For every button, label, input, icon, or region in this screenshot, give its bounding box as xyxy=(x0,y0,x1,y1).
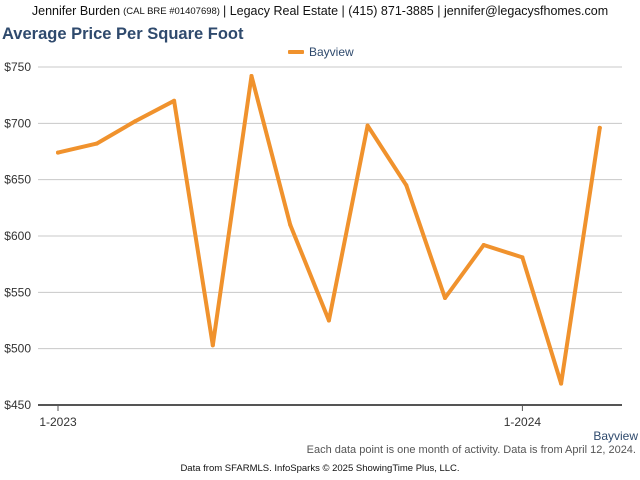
data-point xyxy=(481,243,486,248)
y-tick-label: $550 xyxy=(4,285,31,299)
data-point xyxy=(288,222,293,227)
agent-name: Jennifer Burden xyxy=(31,4,121,18)
data-point xyxy=(443,295,447,300)
data-point xyxy=(210,343,215,348)
data-point xyxy=(249,74,254,79)
agent-contact: | Legacy Real Estate | (415) 871-3885 | … xyxy=(222,4,609,18)
x-tick-label: 1-2023 xyxy=(39,415,77,429)
data-point xyxy=(326,318,331,323)
series-line-bayview xyxy=(56,74,602,386)
data-point xyxy=(133,119,138,124)
data-point xyxy=(597,125,602,130)
chart-legend[interactable]: Bayview xyxy=(288,45,354,59)
y-tick-label: $750 xyxy=(4,60,31,74)
y-tick-label: $600 xyxy=(4,229,31,243)
y-tick-label: $650 xyxy=(4,173,31,187)
footer-note: Each data point is one month of activity… xyxy=(306,444,636,456)
footer-series-label[interactable]: Bayview xyxy=(593,429,638,443)
data-point xyxy=(559,381,564,386)
chart-title: Average Price Per Square Foot xyxy=(2,25,244,43)
data-point xyxy=(94,141,99,146)
data-point xyxy=(172,98,177,103)
y-tick-label: $700 xyxy=(4,116,31,130)
legend-label: Bayview xyxy=(309,45,354,59)
data-point xyxy=(404,183,409,188)
y-tick-label: $500 xyxy=(4,342,31,356)
footer-source: Data from SFARMLS. InfoSparks © 2025 Sho… xyxy=(180,463,460,474)
data-point xyxy=(365,123,370,128)
data-point xyxy=(520,255,525,260)
agent-license: (CAL BRE #01407698) xyxy=(123,5,220,17)
data-point xyxy=(56,150,60,155)
y-tick-label: $450 xyxy=(4,398,31,412)
x-tick-label: 1-2024 xyxy=(504,415,542,429)
agent-header: Jennifer Burden (CAL BRE #01407698) | Le… xyxy=(0,0,640,22)
legend-swatch xyxy=(288,50,304,54)
